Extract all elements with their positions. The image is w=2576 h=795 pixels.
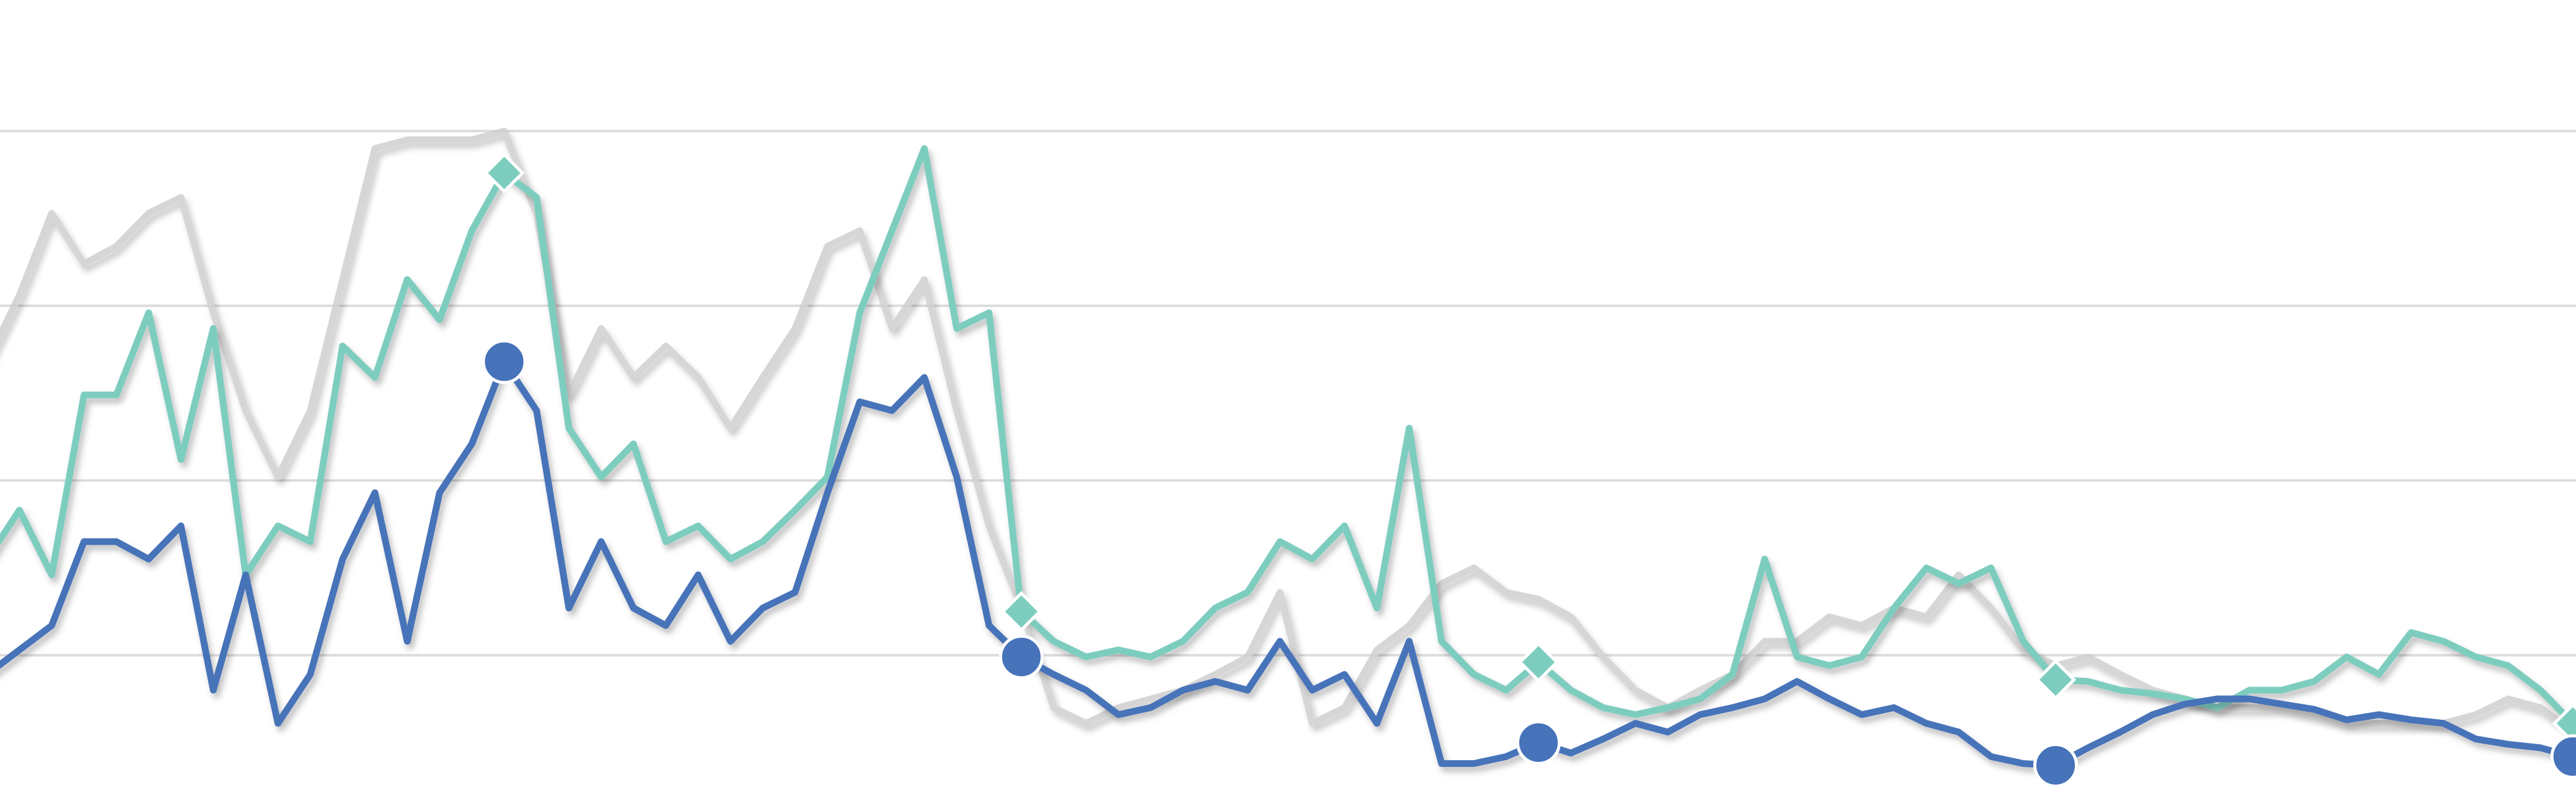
point-marker (2035, 659, 2077, 701)
point-marker (483, 152, 525, 194)
line-series (0, 358, 2576, 769)
point-marker (999, 634, 1044, 679)
line-series (0, 145, 2576, 727)
point-marker (2033, 742, 2079, 788)
line-series (0, 127, 2576, 736)
point-marker (1516, 720, 1561, 765)
point-marker (1517, 641, 1559, 683)
point-marker (1000, 591, 1042, 632)
point-marker (2550, 734, 2576, 779)
point-marker (482, 339, 527, 384)
